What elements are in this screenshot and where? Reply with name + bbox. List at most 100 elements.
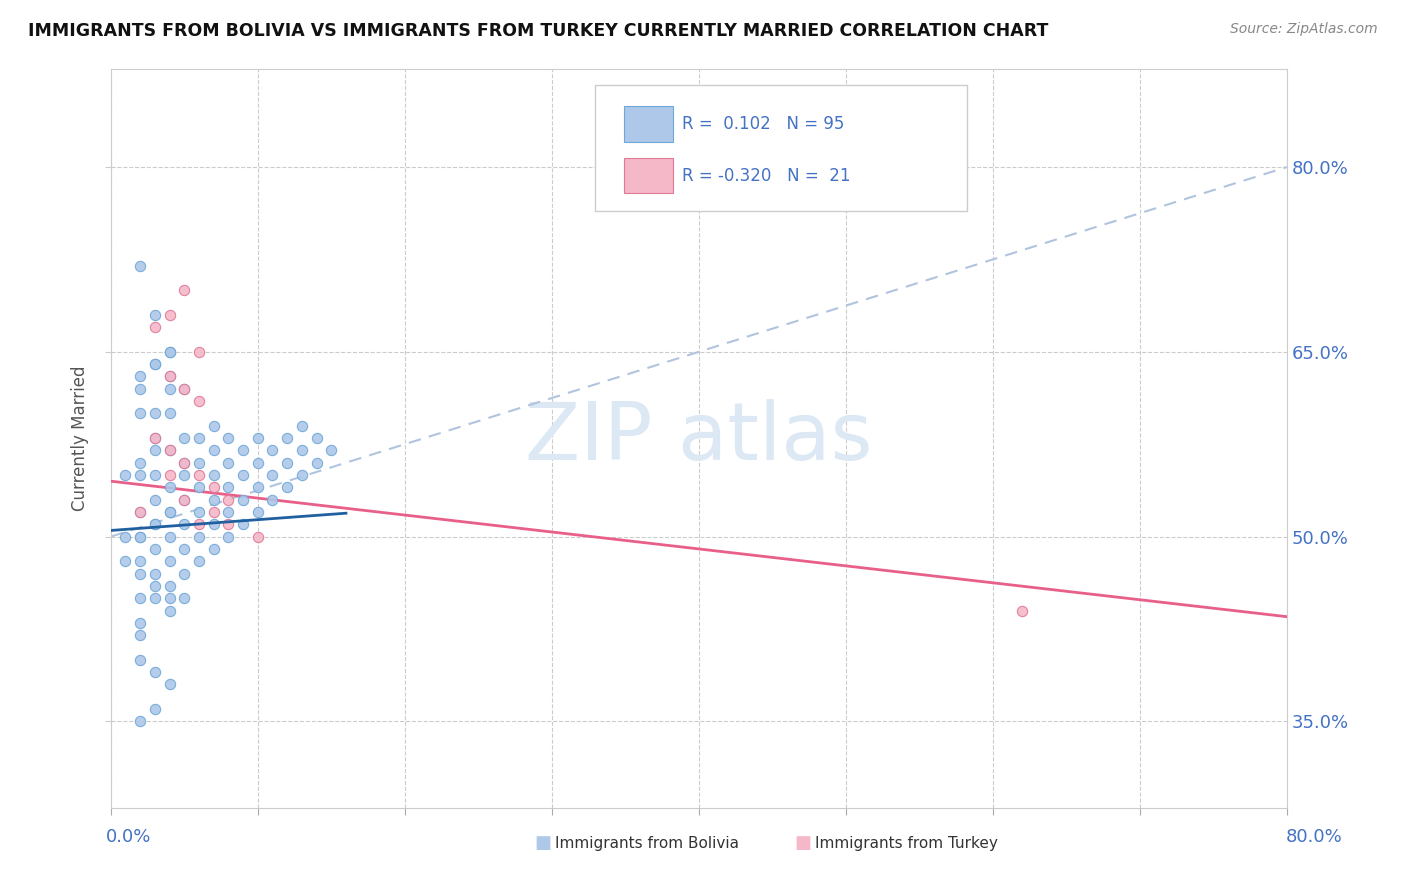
Point <box>173 492 195 507</box>
Point <box>159 406 181 420</box>
Point <box>159 480 181 494</box>
Point <box>143 566 166 581</box>
Point <box>159 591 181 606</box>
Y-axis label: Currently Married: Currently Married <box>72 366 89 511</box>
Point <box>173 431 195 445</box>
Point <box>173 456 195 470</box>
Point <box>291 468 314 483</box>
Point <box>159 505 181 519</box>
Point <box>217 492 239 507</box>
Text: 80.0%: 80.0% <box>1286 828 1343 846</box>
Point <box>143 443 166 458</box>
Point <box>188 517 211 532</box>
Point <box>262 468 284 483</box>
Point <box>188 344 211 359</box>
Point <box>173 541 195 556</box>
Point <box>246 431 269 445</box>
Point <box>129 530 152 544</box>
Point <box>129 259 152 273</box>
Point <box>305 456 328 470</box>
Point <box>305 431 328 445</box>
Point <box>129 628 152 642</box>
Point <box>114 530 136 544</box>
Text: R = -0.320   N =  21: R = -0.320 N = 21 <box>682 167 851 185</box>
Point <box>159 369 181 384</box>
Point <box>232 517 254 532</box>
Point <box>114 468 136 483</box>
Point <box>188 480 211 494</box>
Point <box>159 468 181 483</box>
Point <box>202 517 225 532</box>
Point <box>321 443 343 458</box>
Point <box>143 431 166 445</box>
Point <box>217 431 239 445</box>
Point <box>159 443 181 458</box>
Point <box>232 443 254 458</box>
Point <box>129 505 152 519</box>
Point <box>143 468 166 483</box>
Point <box>159 308 181 322</box>
Text: 0.0%: 0.0% <box>105 828 150 846</box>
FancyBboxPatch shape <box>623 106 673 142</box>
Point <box>217 480 239 494</box>
Point <box>159 530 181 544</box>
Point <box>246 530 269 544</box>
Point <box>202 443 225 458</box>
Point <box>159 344 181 359</box>
Point <box>188 530 211 544</box>
Point <box>217 530 239 544</box>
Point <box>173 492 195 507</box>
Point <box>143 579 166 593</box>
Point <box>143 308 166 322</box>
Point <box>114 554 136 568</box>
Point <box>232 492 254 507</box>
Point <box>188 394 211 409</box>
Point <box>159 579 181 593</box>
Point <box>129 714 152 729</box>
Point <box>143 665 166 679</box>
Point <box>129 406 152 420</box>
Point <box>129 382 152 396</box>
Point <box>143 541 166 556</box>
Point <box>143 517 166 532</box>
Point <box>188 456 211 470</box>
Point <box>173 382 195 396</box>
Point <box>129 554 152 568</box>
Point <box>173 517 195 532</box>
Point <box>188 431 211 445</box>
Text: Source: ZipAtlas.com: Source: ZipAtlas.com <box>1230 22 1378 37</box>
FancyBboxPatch shape <box>595 85 967 211</box>
Text: ■: ■ <box>794 834 811 852</box>
Point <box>202 505 225 519</box>
Point <box>217 505 239 519</box>
Text: Immigrants from Turkey: Immigrants from Turkey <box>815 836 998 851</box>
Point <box>129 456 152 470</box>
Point <box>246 505 269 519</box>
Point <box>232 468 254 483</box>
Point <box>159 382 181 396</box>
Point <box>173 382 195 396</box>
Point <box>202 480 225 494</box>
Point <box>159 344 181 359</box>
Point <box>202 468 225 483</box>
Point <box>173 468 195 483</box>
Point <box>276 480 298 494</box>
Point <box>159 677 181 691</box>
Point <box>202 418 225 433</box>
Point <box>129 530 152 544</box>
Point <box>246 480 269 494</box>
Point <box>129 615 152 630</box>
Text: R =  0.102   N = 95: R = 0.102 N = 95 <box>682 115 845 133</box>
Point <box>129 468 152 483</box>
Text: IMMIGRANTS FROM BOLIVIA VS IMMIGRANTS FROM TURKEY CURRENTLY MARRIED CORRELATION : IMMIGRANTS FROM BOLIVIA VS IMMIGRANTS FR… <box>28 22 1049 40</box>
Point <box>276 431 298 445</box>
Point <box>143 702 166 716</box>
Point <box>202 541 225 556</box>
Point <box>276 456 298 470</box>
Point <box>143 492 166 507</box>
Point <box>202 492 225 507</box>
Point <box>159 603 181 617</box>
Point <box>188 554 211 568</box>
Point <box>143 517 166 532</box>
Point <box>159 505 181 519</box>
